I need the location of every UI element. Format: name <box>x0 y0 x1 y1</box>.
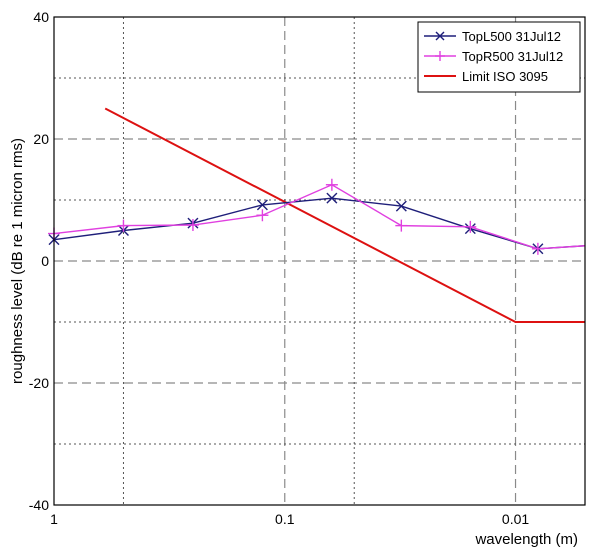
series-layer <box>48 107 586 323</box>
x-axis-label: wavelength (m) <box>474 531 578 548</box>
data-point <box>531 242 544 255</box>
y-axis-label: roughness level (dB re 1 micron rms) <box>9 138 26 384</box>
data-point <box>256 199 268 211</box>
y-tick-label: 0 <box>41 253 49 269</box>
data-point <box>256 209 269 222</box>
legend: TopL500 31Jul12 TopR500 31Jul12 Limit ISO … <box>417 21 581 93</box>
legend-item: TopL500 31Jul12 <box>424 29 561 44</box>
y-tick-label: 40 <box>33 9 49 25</box>
data-point <box>464 220 477 233</box>
y-tick-label: -40 <box>29 497 49 513</box>
legend-item: TopR500 31Jul12 <box>424 49 563 64</box>
x-tick-label: 0.01 <box>502 511 529 527</box>
legend-box <box>417 21 581 93</box>
legend-label: TopR500 31Jul12 <box>462 49 563 64</box>
data-point <box>395 200 407 212</box>
x-tick-label: 1 <box>50 511 58 527</box>
data-point <box>395 219 408 232</box>
series-line <box>104 107 585 323</box>
data-point <box>325 178 338 191</box>
y-tick-label: -20 <box>29 375 49 391</box>
series-limit <box>104 107 585 323</box>
y-tick-label: 20 <box>33 131 49 147</box>
data-point <box>117 219 130 232</box>
x-tick-label: 0.1 <box>275 511 295 527</box>
data-point <box>326 192 338 204</box>
legend-label: Limit ISO 3095 <box>462 69 548 84</box>
data-point <box>186 219 199 232</box>
plot-frame <box>53 16 586 506</box>
legend-item: Limit ISO 3095 <box>424 69 548 84</box>
tick-labels: 1 0.1 0.01 40 20 0 -20 -40 <box>29 9 530 527</box>
legend-label: TopL500 31Jul12 <box>462 29 561 44</box>
